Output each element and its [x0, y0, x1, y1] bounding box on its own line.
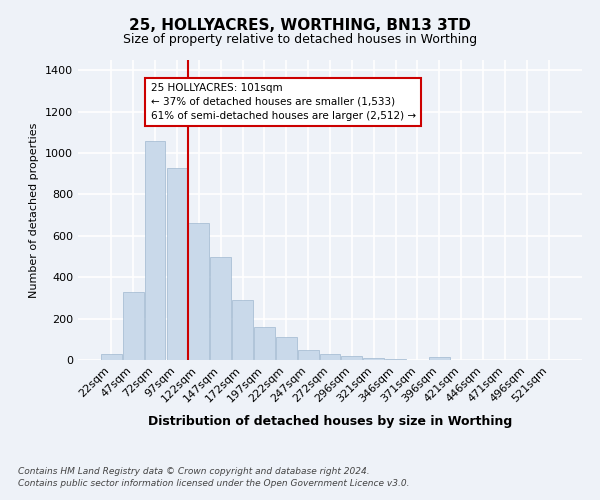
Bar: [385, 359, 406, 360]
Bar: [320, 354, 340, 360]
Bar: [298, 350, 319, 360]
Bar: [188, 224, 209, 360]
Text: 25 HOLLYACRES: 101sqm
← 37% of detached houses are smaller (1,533)
61% of semi-d: 25 HOLLYACRES: 101sqm ← 37% of detached …: [151, 83, 416, 121]
Bar: [210, 256, 231, 360]
Bar: [145, 140, 166, 360]
Bar: [341, 356, 362, 360]
Bar: [429, 357, 450, 360]
Bar: [254, 327, 275, 360]
Text: 25, HOLLYACRES, WORTHING, BN13 3TD: 25, HOLLYACRES, WORTHING, BN13 3TD: [129, 18, 471, 32]
Bar: [101, 354, 122, 360]
Y-axis label: Number of detached properties: Number of detached properties: [29, 122, 40, 298]
Bar: [123, 292, 143, 360]
Bar: [167, 168, 187, 360]
X-axis label: Distribution of detached houses by size in Worthing: Distribution of detached houses by size …: [148, 415, 512, 428]
Text: Size of property relative to detached houses in Worthing: Size of property relative to detached ho…: [123, 32, 477, 46]
Text: Contains HM Land Registry data © Crown copyright and database right 2024.
Contai: Contains HM Land Registry data © Crown c…: [18, 466, 409, 487]
Bar: [276, 337, 296, 360]
Bar: [364, 358, 384, 360]
Bar: [232, 300, 253, 360]
